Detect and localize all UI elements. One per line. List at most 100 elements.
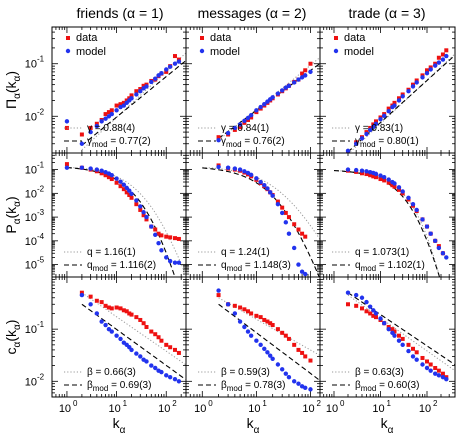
model-point — [440, 374, 446, 380]
column-title-friends: friends (α = 1) — [76, 5, 163, 21]
data-point — [425, 359, 430, 364]
model-exponent-label: qmod = 1.148(3) — [221, 260, 291, 273]
legend-data-label: data — [344, 32, 366, 44]
model-point — [237, 122, 243, 127]
model-point — [353, 167, 359, 173]
model-point — [141, 210, 146, 215]
model-point — [444, 255, 449, 260]
model-point — [88, 166, 93, 171]
model-point — [296, 77, 301, 82]
data-point — [280, 330, 285, 335]
data-point — [64, 162, 69, 167]
x-axis-label-col1: kα — [247, 415, 260, 436]
legend-data-marker — [66, 36, 70, 40]
model-point — [245, 115, 251, 121]
y-tick-label-exponent: -5 — [37, 256, 45, 265]
data-point — [359, 306, 364, 311]
data-point — [79, 132, 84, 137]
model-point — [167, 258, 173, 264]
model-point — [283, 220, 289, 225]
x-tick-label: 10 — [419, 403, 431, 415]
model-point — [172, 61, 178, 66]
plot-area — [216, 57, 320, 143]
model-point — [392, 103, 397, 108]
model-point — [353, 141, 359, 146]
model-point — [381, 113, 387, 119]
data-point — [94, 298, 99, 303]
model-exponent-label: γmod = 0.77(2) — [87, 136, 151, 149]
data-point — [176, 350, 181, 355]
data-point — [88, 125, 93, 130]
fit-line-data — [81, 52, 186, 151]
y-tick-label: 10 — [25, 324, 37, 336]
data-point — [109, 306, 114, 311]
model-point — [308, 69, 313, 75]
model-point — [303, 271, 308, 277]
model-point — [149, 79, 154, 85]
model-point — [216, 138, 221, 143]
model-point — [164, 67, 169, 72]
model-point — [299, 75, 305, 80]
model-point — [444, 376, 449, 382]
legend-model-label: model — [76, 46, 106, 58]
data-point — [392, 184, 397, 189]
fit-exponent-label: q = 1.073(1) — [355, 247, 409, 258]
model-point — [359, 168, 365, 173]
model-point — [279, 210, 285, 216]
data-point — [238, 305, 243, 310]
y-tick-label-exponent: -2 — [37, 107, 45, 116]
model-point — [267, 353, 273, 358]
model-point — [267, 190, 273, 195]
data-point — [134, 202, 139, 207]
model-point — [103, 169, 108, 175]
model-point — [378, 173, 383, 178]
data-point — [308, 61, 313, 66]
data-point — [280, 205, 285, 210]
panel-r1c1: q = 1.24(1) qmod = 1.148(3) — [185, 152, 321, 278]
data-point — [440, 371, 445, 376]
x-tick-label-exponent: 0 — [73, 399, 78, 408]
model-point — [149, 363, 154, 368]
data-point — [114, 305, 119, 310]
model-point — [149, 224, 154, 229]
data-point — [168, 345, 173, 350]
data-point — [265, 319, 270, 324]
model-point — [270, 95, 275, 100]
y-tick-label: 10 — [25, 376, 37, 388]
panel-r2c1: β = 0.59(3)βmod = 0.78(3)10 0 10 1 10 2 — [185, 276, 321, 415]
x-tick-label-exponent: 1 — [123, 399, 128, 408]
panel-r0c1: data model γ = 0.84(1) γmod = 0.76(2) — [185, 26, 321, 154]
data-point — [216, 293, 221, 298]
column-title-trade: trade (α = 3) — [349, 5, 426, 21]
model-point — [216, 164, 221, 170]
y-tick-label-exponent: -2 — [37, 372, 45, 381]
data-point — [303, 234, 308, 239]
data-point — [134, 89, 139, 94]
model-point — [420, 217, 425, 222]
y-tick-label-exponent: -1 — [37, 320, 45, 329]
model-point — [428, 368, 433, 373]
data-point — [275, 199, 280, 204]
x-tick-label: 10 — [372, 403, 384, 415]
y-axis-label-row1: Pα(kα) — [3, 196, 23, 233]
data-point — [420, 355, 425, 360]
data-point — [373, 175, 378, 180]
model-point — [237, 319, 243, 324]
model-point — [172, 260, 178, 265]
data-point — [141, 213, 146, 218]
model-point — [371, 308, 376, 313]
data-point — [118, 306, 123, 311]
x-axis-label-col2: kα — [381, 415, 394, 436]
data-point — [397, 333, 402, 338]
data-point — [144, 324, 149, 329]
column-title-messages: messages (α = 2) — [198, 5, 307, 21]
data-point — [121, 308, 126, 313]
y-tick-label: 10 — [25, 236, 37, 248]
model-point — [225, 302, 231, 307]
model-point — [153, 232, 158, 237]
x-tick-label-exponent: 1 — [387, 399, 392, 408]
x-tick-label-exponent: 0 — [340, 399, 345, 408]
fit-line-model — [218, 303, 320, 381]
data-point — [249, 115, 254, 120]
